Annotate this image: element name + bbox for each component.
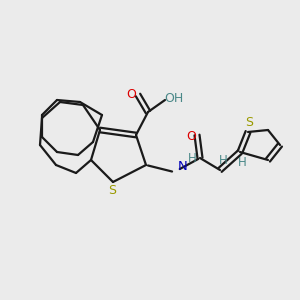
Text: O: O: [126, 88, 136, 101]
Text: H: H: [238, 155, 246, 169]
Text: N: N: [178, 160, 188, 173]
Text: O: O: [186, 130, 196, 143]
Text: H: H: [188, 152, 196, 166]
Text: S: S: [245, 116, 253, 130]
Text: OH: OH: [164, 92, 184, 104]
Text: H: H: [219, 154, 227, 166]
Text: S: S: [108, 184, 116, 197]
